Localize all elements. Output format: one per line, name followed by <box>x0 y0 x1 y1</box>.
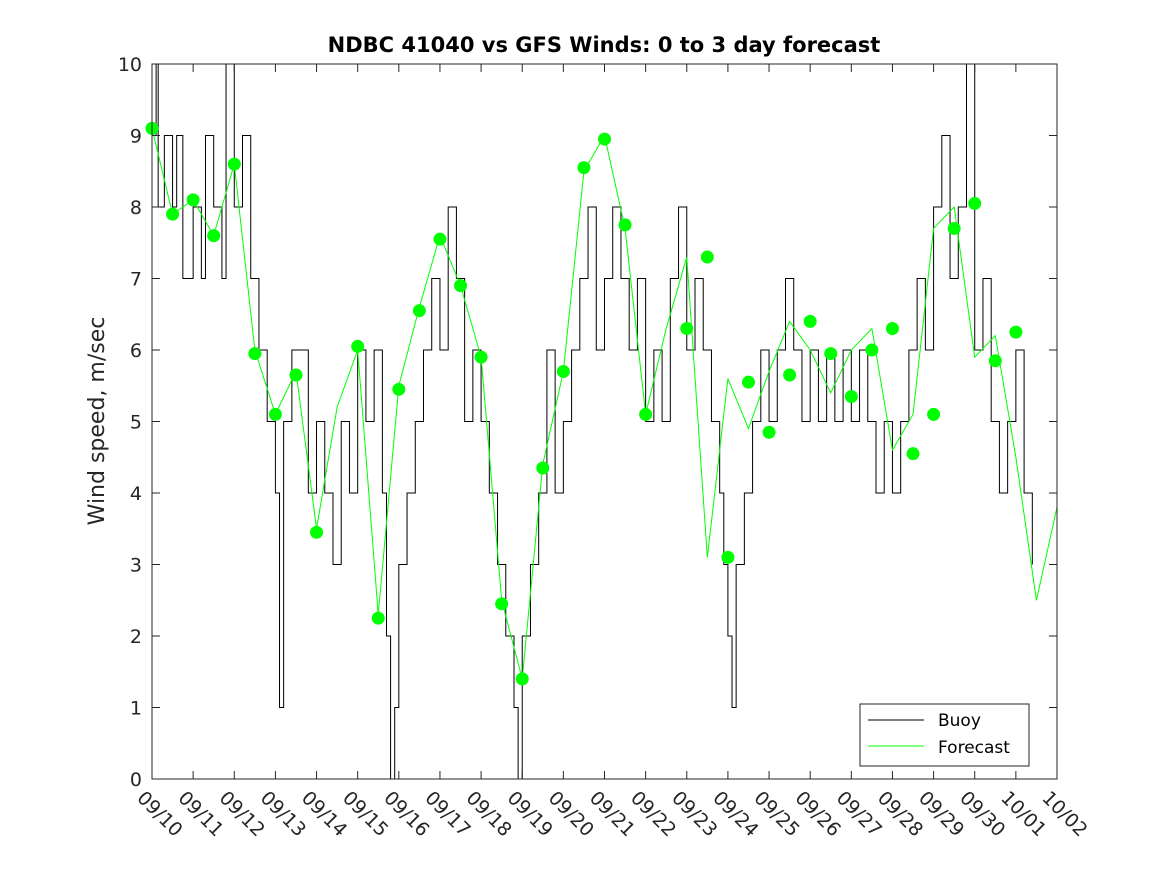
forecast-marker <box>906 447 920 461</box>
legend-forecast-label: Forecast <box>938 738 1010 758</box>
forecast-marker <box>433 232 447 246</box>
forecast-marker <box>515 672 529 686</box>
forecast-marker <box>186 193 200 207</box>
forecast-marker <box>680 322 694 336</box>
legend-box <box>859 703 1030 767</box>
legend-buoy-label: Buoy <box>938 711 981 731</box>
forecast-marker <box>351 339 365 353</box>
y-tick-label: 7 <box>130 269 142 291</box>
y-tick-label: 3 <box>130 555 142 577</box>
forecast-marker <box>783 368 797 382</box>
forecast-marker <box>927 407 941 421</box>
y-tick-label: 9 <box>130 126 142 148</box>
y-tick-label: 4 <box>130 483 142 505</box>
forecast-marker <box>166 207 180 221</box>
forecast-marker <box>885 322 899 336</box>
y-tick-label: 5 <box>130 412 142 434</box>
forecast-marker <box>310 525 324 539</box>
forecast-marker <box>248 347 262 361</box>
forecast-marker <box>844 389 858 403</box>
y-tick-label: 0 <box>130 769 142 791</box>
forecast-marker <box>639 407 653 421</box>
y-axis: 0 1 2 3 4 5 6 7 8 9 10 <box>118 54 1057 791</box>
forecast-marker <box>968 196 982 210</box>
forecast-marker <box>371 611 385 625</box>
forecast-marker <box>289 368 303 382</box>
y-tick-label: 6 <box>130 340 142 362</box>
forecast-marker <box>207 229 221 243</box>
forecast-marker <box>474 350 488 364</box>
forecast-markers <box>145 121 1023 686</box>
forecast-marker <box>556 364 570 378</box>
forecast-marker <box>618 218 632 232</box>
forecast-marker <box>824 347 838 361</box>
forecast-marker <box>392 382 406 396</box>
y-tick-label: 10 <box>118 54 142 76</box>
legend: Buoy Forecast <box>859 703 1030 767</box>
y-tick-label: 1 <box>130 698 142 720</box>
forecast-marker <box>721 550 735 564</box>
forecast-marker <box>454 279 468 293</box>
forecast-marker <box>495 597 509 611</box>
forecast-marker <box>988 354 1002 368</box>
forecast-marker <box>536 461 550 475</box>
forecast-marker <box>741 375 755 389</box>
forecast-marker <box>1009 325 1023 339</box>
forecast-marker <box>227 157 241 171</box>
forecast-marker <box>268 407 282 421</box>
forecast-marker <box>598 132 611 146</box>
chart-title: NDBC 41040 vs GFS Winds: 0 to 3 day fore… <box>328 33 881 57</box>
forecast-marker <box>803 314 817 328</box>
forecast-marker <box>762 425 776 439</box>
buoy-series-line <box>152 63 1033 780</box>
y-axis-title: Wind speed, m/sec <box>85 317 110 526</box>
y-tick-label: 2 <box>130 626 142 648</box>
forecast-marker <box>947 221 961 235</box>
y-tick-label: 8 <box>130 197 142 219</box>
forecast-marker <box>700 250 714 264</box>
forecast-marker <box>412 304 426 318</box>
plot-area <box>145 63 1058 780</box>
forecast-marker <box>865 343 879 357</box>
forecast-marker <box>577 161 591 175</box>
